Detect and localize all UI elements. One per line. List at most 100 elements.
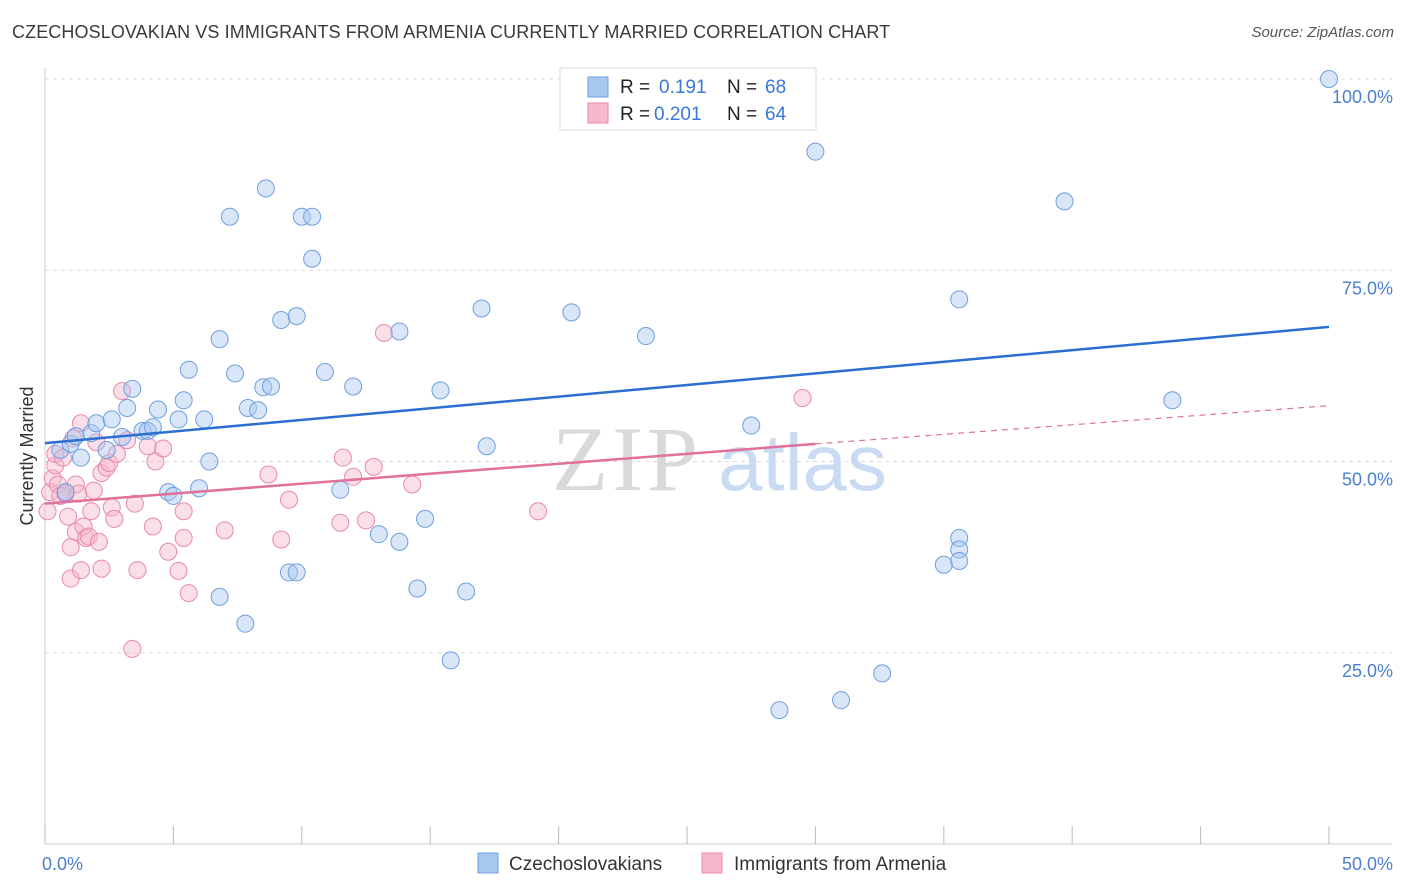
point-czech [303,249,322,268]
point-czech [164,486,183,505]
legend-label-czech: Czechoslovakians [509,854,662,875]
point-czech [408,579,427,598]
y-tick-label: 25.0% [1342,661,1393,681]
point-czech [220,207,239,226]
y-tick-label: 75.0% [1342,278,1393,298]
point-armenia [123,639,142,658]
stats-r-label-armenia: R = [620,104,650,125]
point-armenia [174,502,193,521]
source-credit: Source: ZipAtlas.com [1251,24,1394,41]
point-armenia [128,561,147,580]
point-czech [287,563,306,582]
point-czech [331,480,350,499]
point-czech [832,691,851,710]
legend-swatch-czech [477,852,499,874]
point-armenia [357,511,375,530]
stats-n-label-armenia: N = [727,104,757,125]
point-czech [1163,391,1182,410]
point-armenia [272,530,291,549]
point-czech [770,701,789,720]
point-czech [390,322,409,341]
point-armenia [279,490,298,509]
watermark: ZIP atlas [552,408,887,510]
point-armenia [169,561,188,580]
point-armenia [259,465,278,484]
point-czech [950,551,969,570]
stats-r-value-czech: 0.191 [659,77,707,98]
point-czech [315,362,334,381]
point-armenia [333,448,352,467]
point-czech [256,179,275,198]
point-armenia [105,509,124,528]
point-armenia [159,542,178,561]
point-czech [292,207,311,226]
chart-title: CZECHOSLOVAKIAN VS IMMIGRANTS FROM ARMEN… [12,22,891,42]
point-czech [179,360,198,379]
point-czech [457,582,476,601]
point-czech [806,142,825,161]
point-czech [950,290,969,309]
point-czech [200,452,219,471]
point-czech [118,398,137,417]
point-armenia [529,502,548,521]
point-czech [742,416,761,435]
point-czech [169,410,188,429]
point-czech [873,664,892,683]
point-czech [66,427,85,446]
trend-line-czech [44,325,1330,445]
point-czech [236,614,255,633]
point-czech [441,651,460,670]
point-czech [148,400,167,419]
point-armenia [143,517,162,536]
point-armenia [38,502,57,521]
y-tick-label: 50.0% [1342,470,1393,490]
point-czech [934,555,953,574]
trend-lines [44,325,1330,505]
x-tick-label-max: 50.0% [1342,854,1393,874]
point-czech [71,448,90,467]
point-armenia [64,429,83,448]
point-czech [56,483,75,502]
point-czech [562,303,581,322]
point-czech [416,509,435,528]
point-czech [431,381,450,400]
point-czech [143,418,162,437]
point-czech [287,307,306,326]
point-armenia [331,513,350,532]
stats-r-label-czech: R = [620,77,650,98]
stats-legend: R = 0.191 N = 68 R = 0.201 N = 64 [559,67,817,131]
data-points [38,70,1338,720]
stats-swatch-czech [587,76,609,98]
point-czech [174,391,193,410]
point-armenia [84,481,103,500]
point-armenia [61,538,80,557]
point-armenia [82,502,101,521]
point-armenia [138,437,157,456]
point-czech [102,410,121,429]
stats-swatch-armenia [587,102,609,124]
point-czech [272,310,291,329]
point-armenia [403,475,422,494]
point-armenia [41,483,60,502]
watermark-atlas: atlas [718,418,887,507]
point-armenia [154,439,173,458]
y-tick-label: 100.0% [1332,87,1393,107]
axes: 25.0% 50.0% 75.0% 100.0% 0.0% 50.0% [42,68,1393,874]
series-legend: Czechoslovakians Immigrants from Armenia [477,852,947,875]
stats-n-value-armenia: 64 [765,104,787,125]
point-czech [261,377,280,396]
point-czech [1055,192,1074,211]
point-czech [195,410,214,429]
point-armenia [74,517,93,536]
point-armenia [107,444,126,463]
point-armenia [179,584,198,603]
point-czech [636,327,655,346]
point-armenia [92,463,111,482]
point-czech [210,330,229,349]
point-armenia [92,559,111,578]
x-tick-label-min: 0.0% [42,854,83,874]
point-czech [254,378,273,397]
point-armenia [79,527,98,546]
point-czech [303,207,322,226]
